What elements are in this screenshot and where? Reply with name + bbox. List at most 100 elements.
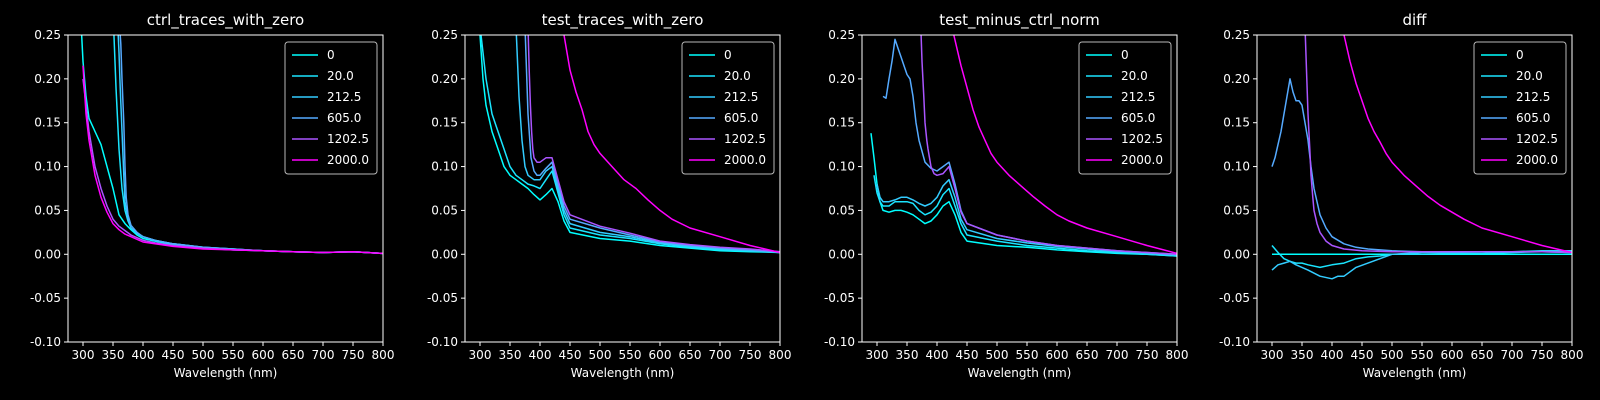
legend-label: 1202.5	[1121, 132, 1163, 146]
x-tick-label: 500	[192, 348, 215, 362]
series-line-605-0	[524, 35, 780, 253]
legend-label: 2000.0	[724, 153, 766, 167]
x-tick-label: 300	[72, 348, 95, 362]
x-tick-label: 300	[1261, 348, 1284, 362]
x-axis-label: Wavelength (nm)	[174, 366, 278, 380]
series-line-1202-5	[1304, 35, 1572, 254]
y-tick-label: 0.25	[34, 28, 61, 42]
y-tick-label: 0.05	[431, 203, 458, 217]
legend-label: 20.0	[1516, 69, 1543, 83]
chart-title: ctrl_traces_with_zero	[147, 11, 304, 30]
axes-frame	[464, 34, 781, 343]
y-tick-label: 0.05	[828, 203, 855, 217]
y-tick-label: -0.05	[1219, 291, 1250, 305]
series-group	[1271, 35, 1572, 280]
x-tick-label: 550	[1411, 348, 1434, 362]
series-line-2000-0	[1343, 35, 1572, 254]
series-line-2000-0	[563, 35, 780, 254]
y-tick-label: 0.05	[1223, 203, 1250, 217]
legend: 0 20.0 212.5 605.0 1202.5 2000.0	[1078, 41, 1172, 175]
legend-label: 20.0	[327, 69, 354, 83]
x-tick-label: 400	[1321, 348, 1344, 362]
x-tick-label: 550	[222, 348, 245, 362]
legend-label: 212.5	[724, 90, 758, 104]
y-tick-label: 0.25	[1223, 28, 1250, 42]
y-tick-label: 0.00	[1223, 247, 1250, 261]
legend-label: 0	[724, 48, 732, 62]
legend: 0 20.0 212.5 605.0 1202.5 2000.0	[681, 41, 775, 175]
y-tick-label: 0.00	[34, 247, 61, 261]
series-line-2000-0	[953, 35, 1177, 255]
legend-label: 20.0	[724, 69, 751, 83]
y-tick-label: -0.10	[427, 335, 458, 349]
legend-box	[681, 41, 775, 175]
legend: 0 20.0 212.5 605.0 1202.5 2000.0	[284, 41, 378, 175]
chart-panel-3: test_minus_ctrl_norm 300 350 400 450 500 550 60…	[824, 11, 1189, 380]
y-tick-label: 0.15	[1223, 116, 1250, 130]
x-tick-label: 650	[1076, 348, 1099, 362]
series-group	[80, 35, 383, 255]
legend-label: 2000.0	[1121, 153, 1163, 167]
legend-label: 605.0	[1121, 111, 1155, 125]
chart-panel-2: test_traces_with_zero 300 350 400 450 500 550 6…	[427, 11, 792, 380]
legend-label: 20.0	[1121, 69, 1148, 83]
x-tick-label: 650	[282, 348, 305, 362]
x-tick-label: 500	[589, 348, 612, 362]
y-tick-label: 0.15	[34, 116, 61, 130]
axes-frame	[1256, 34, 1573, 343]
legend-label: 212.5	[1121, 90, 1155, 104]
y-tick-label: 0.10	[1223, 160, 1250, 174]
series-line-20-0	[1271, 245, 1572, 269]
chart-panel-1: ctrl_traces_with_zero 300 350 400 450 500 550 6…	[30, 11, 395, 380]
y-tick-label: -0.10	[824, 335, 855, 349]
x-tick-label: 650	[679, 348, 702, 362]
x-tick-label: 350	[1291, 348, 1314, 362]
series-line-212-5	[515, 35, 780, 254]
legend-label: 605.0	[1516, 111, 1550, 125]
x-axis-label: Wavelength (nm)	[968, 366, 1072, 380]
series-line-212-5	[876, 178, 1177, 256]
y-tick-label: -0.10	[30, 335, 61, 349]
y-tick-label: -0.10	[1219, 335, 1250, 349]
legend-label: 1202.5	[724, 132, 766, 146]
x-tick-label: 300	[469, 348, 492, 362]
x-tick-label: 350	[102, 348, 125, 362]
y-tick-label: -0.05	[427, 291, 458, 305]
x-tick-label: 650	[1471, 348, 1494, 362]
legend-label: 212.5	[1516, 90, 1550, 104]
legend: 0 20.0 212.5 605.0 1202.5 2000.0	[1473, 41, 1567, 175]
y-tick-label: -0.05	[30, 291, 61, 305]
x-tick-label: 500	[986, 348, 1009, 362]
series-line-0	[479, 35, 780, 254]
x-tick-label: 450	[162, 348, 185, 362]
series-group	[870, 35, 1177, 257]
x-tick-label: 500	[1381, 348, 1404, 362]
x-tick-label: 550	[619, 348, 642, 362]
x-tick-label: 750	[739, 348, 762, 362]
x-tick-label: 700	[1106, 348, 1129, 362]
legend-box	[1473, 41, 1567, 175]
series-line-20-0	[480, 35, 780, 254]
legend-label: 0	[327, 48, 335, 62]
x-tick-label: 700	[1501, 348, 1524, 362]
y-tick-label: 0.10	[828, 160, 855, 174]
series-line-0	[870, 133, 1177, 257]
y-tick-label: 0.20	[431, 72, 458, 86]
x-tick-label: 400	[926, 348, 949, 362]
series-line-1202-5	[920, 35, 1177, 256]
y-tick-label: 0.20	[34, 72, 61, 86]
x-tick-label: 700	[312, 348, 335, 362]
x-tick-label: 600	[252, 348, 275, 362]
x-tick-label: 450	[956, 348, 979, 362]
chart-title: diff	[1402, 11, 1427, 29]
x-tick-label: 750	[1531, 348, 1554, 362]
chart-title: test_traces_with_zero	[542, 11, 704, 30]
x-axis-label: Wavelength (nm)	[1363, 366, 1467, 380]
axes-frame	[861, 34, 1178, 343]
y-tick-label: 0.10	[431, 160, 458, 174]
y-tick-label: 0.00	[431, 247, 458, 261]
x-tick-label: 450	[1351, 348, 1374, 362]
x-tick-label: 350	[499, 348, 522, 362]
y-tick-label: 0.15	[431, 116, 458, 130]
